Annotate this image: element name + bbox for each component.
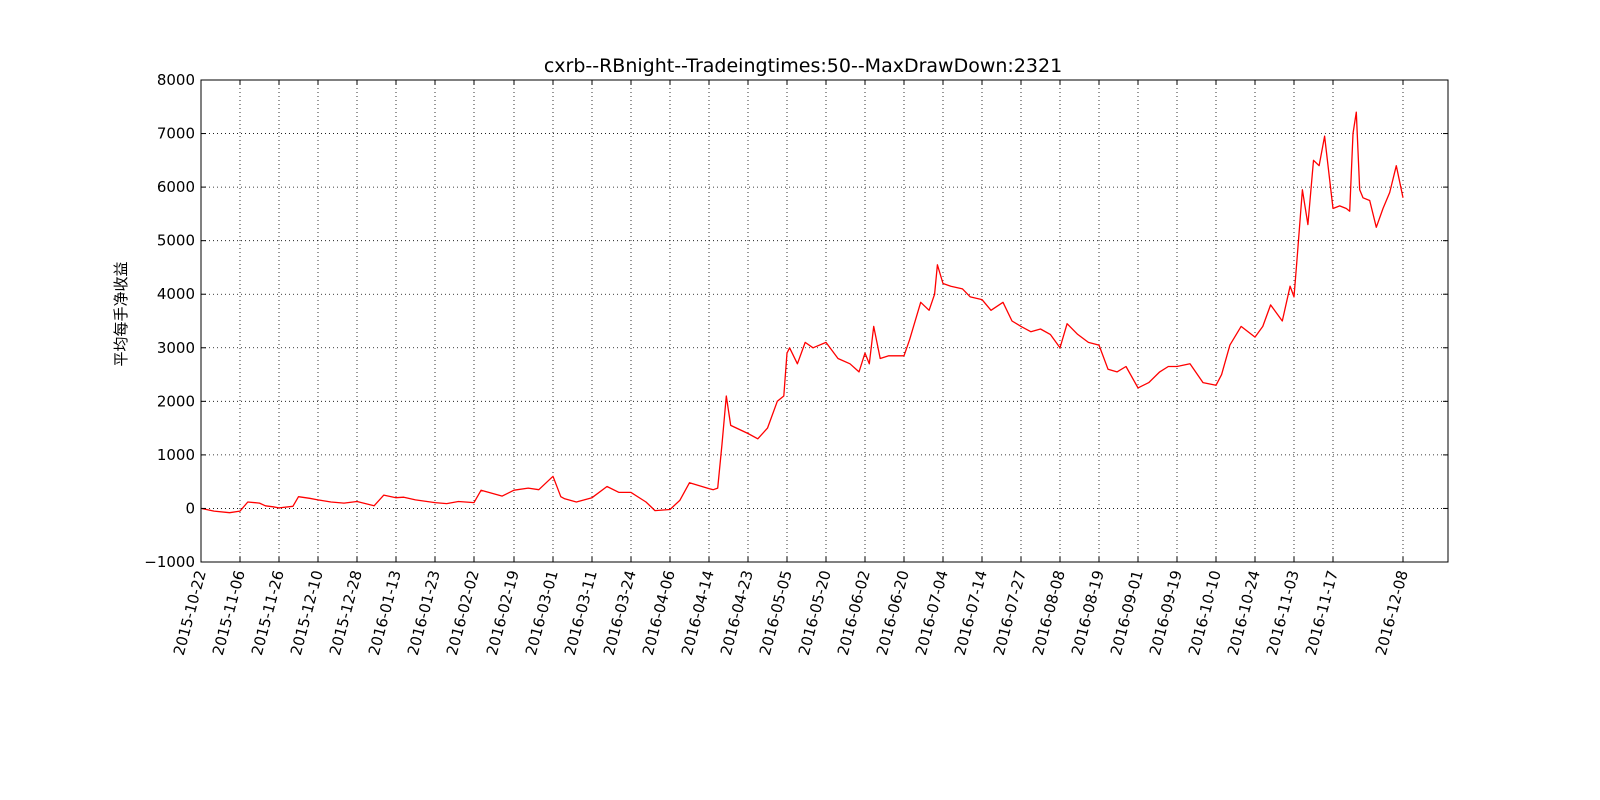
- x-tick-label: 2016-11-17: [1302, 568, 1342, 657]
- x-tick-label: 2016-03-01: [522, 568, 562, 657]
- x-tick-label: 2016-04-06: [639, 568, 679, 657]
- plot-frame: [200, 79, 1449, 563]
- y-tick-label: −1000: [144, 553, 195, 571]
- x-tick-label: 2016-07-14: [951, 568, 991, 657]
- x-tick-label: 2015-12-10: [287, 568, 327, 657]
- y-tick-label: 1000: [157, 446, 195, 464]
- series-layer: [200, 111, 1404, 514]
- chart-title: cxrb--RBnight--Tradeingtimes:50--MaxDraw…: [544, 55, 1062, 77]
- x-tick-label: 2016-06-02: [834, 568, 874, 657]
- y-axis-label: 平均每手净收益: [112, 261, 130, 366]
- y-tick-label: 3000: [157, 339, 195, 357]
- y-tick-label: 5000: [157, 232, 195, 250]
- y-tick-label: 0: [185, 499, 195, 517]
- x-tick-label: 2016-08-19: [1068, 568, 1108, 657]
- x-tick-label: 2016-03-11: [561, 568, 601, 657]
- y-tick-label: 7000: [157, 125, 195, 143]
- x-tick-label: 2016-12-08: [1372, 568, 1412, 657]
- x-tick-label: 2016-01-13: [365, 568, 405, 657]
- grid: [201, 80, 1448, 562]
- x-tick-label: 2016-10-24: [1224, 568, 1264, 657]
- y-tick-label: 4000: [157, 285, 195, 303]
- series-line: [200, 111, 1404, 514]
- x-tick-label: 2016-04-23: [717, 568, 757, 657]
- x-axis: 2015-10-22 2015-11-06 2015-11-26 2015-12-10…: [170, 80, 1412, 657]
- y-tick-label: 8000: [157, 71, 195, 89]
- x-tick-label: 2016-02-19: [483, 568, 523, 657]
- x-tick-label: 2016-05-05: [756, 568, 796, 657]
- x-tick-label: 2016-08-08: [1029, 568, 1069, 657]
- x-tick-label: 2016-11-03: [1263, 568, 1303, 657]
- x-tick-label: 2016-07-27: [990, 568, 1030, 657]
- x-tick-label: 2016-04-14: [678, 568, 718, 657]
- x-tick-label: 2016-01-23: [404, 568, 444, 657]
- y-tick-label: 6000: [157, 178, 195, 196]
- x-tick-label: 2016-07-04: [912, 568, 952, 657]
- y-tick-label: 2000: [157, 392, 195, 410]
- x-tick-label: 2016-02-02: [443, 568, 483, 657]
- x-tick-label: 2016-05-20: [795, 568, 835, 657]
- y-axis: −1000 0 1000 2000 3000 4000 5000 6000 7000 8000: [144, 71, 1448, 571]
- x-tick-label: 2015-10-22: [170, 568, 210, 657]
- x-tick-label: 2015-11-26: [248, 568, 288, 657]
- x-tick-label: 2015-12-28: [326, 568, 366, 657]
- x-tick-label: 2016-09-19: [1146, 568, 1186, 657]
- x-tick-label: 2016-03-24: [600, 568, 640, 657]
- x-tick-label: 2016-10-10: [1185, 568, 1225, 657]
- x-tick-label: 2016-06-20: [873, 568, 913, 657]
- x-tick-label: 2015-11-06: [209, 568, 249, 657]
- x-tick-label: 2016-09-01: [1107, 568, 1147, 657]
